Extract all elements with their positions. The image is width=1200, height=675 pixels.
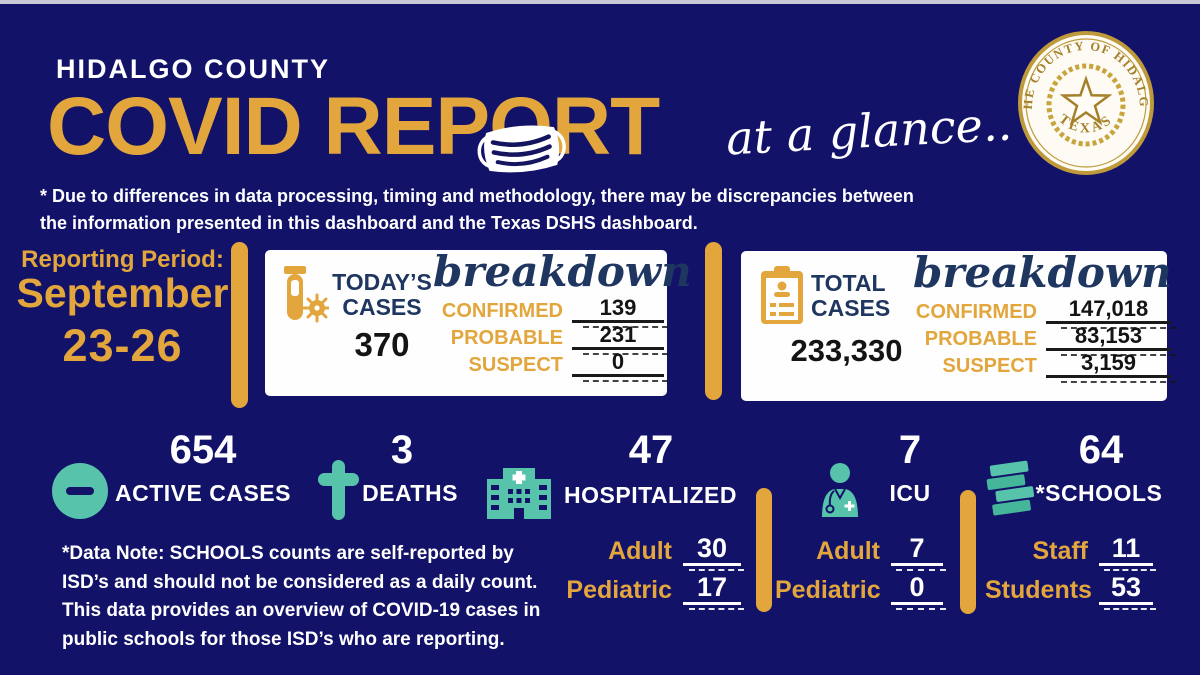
breakdown-row-value: 147,018 bbox=[1046, 297, 1176, 329]
doctor-icon bbox=[817, 461, 863, 523]
stat-subrow-label: Adult bbox=[816, 537, 880, 565]
stat-subrow-value: 0 bbox=[891, 573, 947, 610]
breakdown-row-value: 83,153 bbox=[1046, 324, 1176, 356]
breakdown-row-value: 139 bbox=[572, 296, 668, 328]
hospital-icon bbox=[487, 462, 551, 524]
reporting-period-days: 23-26 bbox=[62, 320, 183, 371]
report-title-post: RT bbox=[551, 81, 660, 172]
breakdown-row: CONFIRMED 139 bbox=[428, 296, 668, 328]
hospitalized-breakdown: Adult 30 Pediatric 17 bbox=[560, 532, 745, 610]
report-title-o: O bbox=[477, 83, 566, 173]
cross-icon bbox=[316, 459, 360, 526]
top-border-strip bbox=[0, 0, 1200, 4]
stat-subrow: Staff 11 bbox=[985, 532, 1157, 571]
stat-subrow: Students 53 bbox=[985, 571, 1157, 610]
stat-subrow: Pediatric 0 bbox=[775, 571, 947, 610]
schools-breakdown: Staff 11 Students 53 bbox=[985, 532, 1157, 610]
test-tube-virus-icon bbox=[279, 266, 332, 333]
data-note-line-1: *Data Note: SCHOOLS counts are self-repo… bbox=[62, 543, 514, 564]
breakdown-row: CONFIRMED 147,018 bbox=[907, 297, 1176, 329]
todays-breakdown-rows: CONFIRMED 139 PROBABLE 231 SUSPECT 0 bbox=[428, 296, 668, 382]
schools-label: *SCHOOLS bbox=[1035, 480, 1163, 506]
clipboard-icon bbox=[759, 266, 805, 331]
stat-subrow-value: 7 bbox=[891, 534, 947, 571]
seal-star-icon bbox=[1059, 75, 1113, 126]
county-seal: THE COUNTY OF HIDALGO TEXAS bbox=[1010, 19, 1156, 182]
tagline: at a glance.. bbox=[724, 96, 1014, 166]
stat-subrow-label: Pediatric bbox=[775, 576, 881, 604]
disclaimer-line-1: * Due to differences in data processing,… bbox=[40, 186, 914, 206]
report-title: COVID REPO RT bbox=[47, 81, 660, 173]
schools-value: 64 bbox=[1078, 428, 1124, 472]
icu-breakdown: Adult 7 Pediatric 0 bbox=[775, 532, 947, 610]
breakdown-row: SUSPECT 0 bbox=[428, 350, 668, 382]
total-cases-title: TOTAL CASES bbox=[811, 270, 891, 321]
breakdown-row-value: 0 bbox=[572, 350, 668, 382]
report-title-pre: COVID REP bbox=[47, 81, 490, 172]
breakdown-row-label: CONFIRMED bbox=[441, 300, 563, 322]
divider-bar bbox=[705, 242, 722, 400]
breakdown-row-label: SUSPECT bbox=[942, 355, 1037, 377]
stat-subrow-label: Adult bbox=[608, 537, 672, 565]
total-cases-card: TOTAL CASES 233,330 breakdown CONFIRMED … bbox=[741, 248, 1176, 401]
face-mask-icon bbox=[471, 106, 572, 176]
breakdown-row-label: SUSPECT bbox=[468, 354, 563, 376]
data-note-line-2: ISD’s and should not be considered as a … bbox=[62, 571, 538, 593]
stat-subrow: Adult 30 bbox=[560, 532, 745, 571]
disclaimer-line-2: the information presented in this dashbo… bbox=[40, 213, 698, 233]
breakdown-row-label: CONFIRMED bbox=[915, 301, 1037, 323]
active-cases-value: 654 bbox=[169, 428, 237, 472]
stat-subrow-value: 17 bbox=[683, 573, 745, 610]
breakdown-row-value: 231 bbox=[572, 323, 668, 355]
breakdown-row-label: PROBABLE bbox=[450, 327, 563, 349]
data-note-line-4: public schools for those ISD’s who are r… bbox=[62, 628, 505, 650]
stat-subrow-value: 53 bbox=[1099, 573, 1157, 610]
active-cases-label: ACTIVE CASES bbox=[115, 480, 291, 506]
stat-subrow-value: 30 bbox=[683, 534, 745, 571]
icu-value: 7 bbox=[898, 428, 922, 472]
hospitalized-label: HOSPITALIZED bbox=[564, 482, 737, 508]
breakdown-row: PROBABLE 83,153 bbox=[907, 324, 1176, 356]
breakdown-row-value: 3,159 bbox=[1046, 351, 1176, 383]
data-note-line-3: This data provides an overview of COVID-… bbox=[62, 600, 541, 621]
stat-subrow-label: Pediatric bbox=[566, 576, 672, 604]
county-name: HIDALGO COUNTY bbox=[56, 54, 330, 84]
breakdown-script-title: breakdown bbox=[913, 248, 1172, 297]
reporting-period-label: Reporting Period: bbox=[21, 246, 224, 273]
stat-subrow-value: 11 bbox=[1099, 534, 1157, 571]
total-cases-total: 233,330 bbox=[790, 333, 903, 368]
todays-cases-title: TODAY’S CASES bbox=[332, 269, 432, 320]
deaths-label: DEATHS bbox=[362, 480, 458, 506]
breakdown-script-title: breakdown bbox=[433, 247, 692, 296]
data-note: *Data Note: SCHOOLS counts are self-repo… bbox=[62, 540, 540, 654]
deaths-value: 3 bbox=[390, 428, 414, 472]
divider-bar bbox=[960, 490, 976, 614]
stat-subrow: Adult 7 bbox=[775, 532, 947, 571]
divider-bar bbox=[231, 242, 248, 408]
breakdown-row: SUSPECT 3,159 bbox=[907, 351, 1176, 383]
divider-bar bbox=[756, 488, 772, 612]
total-breakdown-rows: CONFIRMED 147,018 PROBABLE 83,153 SUSPEC… bbox=[907, 297, 1176, 383]
todays-cases-card: TODAY’S CASES 370 breakdown CONFIRMED 13… bbox=[265, 247, 692, 396]
stat-subrow-label: Students bbox=[985, 576, 1092, 604]
books-icon bbox=[986, 459, 1036, 524]
reporting-period-month: September bbox=[16, 270, 229, 316]
hospitalized-value: 47 bbox=[628, 428, 674, 472]
breakdown-row: PROBABLE 231 bbox=[428, 323, 668, 355]
todays-cases-total: 370 bbox=[354, 326, 410, 363]
icu-label: ICU bbox=[889, 480, 931, 506]
stat-subrow: Pediatric 17 bbox=[560, 571, 745, 610]
breakdown-row-label: PROBABLE bbox=[924, 328, 1037, 350]
stat-subrow-label: Staff bbox=[1032, 537, 1088, 565]
disclaimer: * Due to differences in data processing,… bbox=[40, 183, 914, 237]
seal-wreath bbox=[1046, 63, 1126, 147]
minus-circle-icon bbox=[52, 463, 108, 524]
